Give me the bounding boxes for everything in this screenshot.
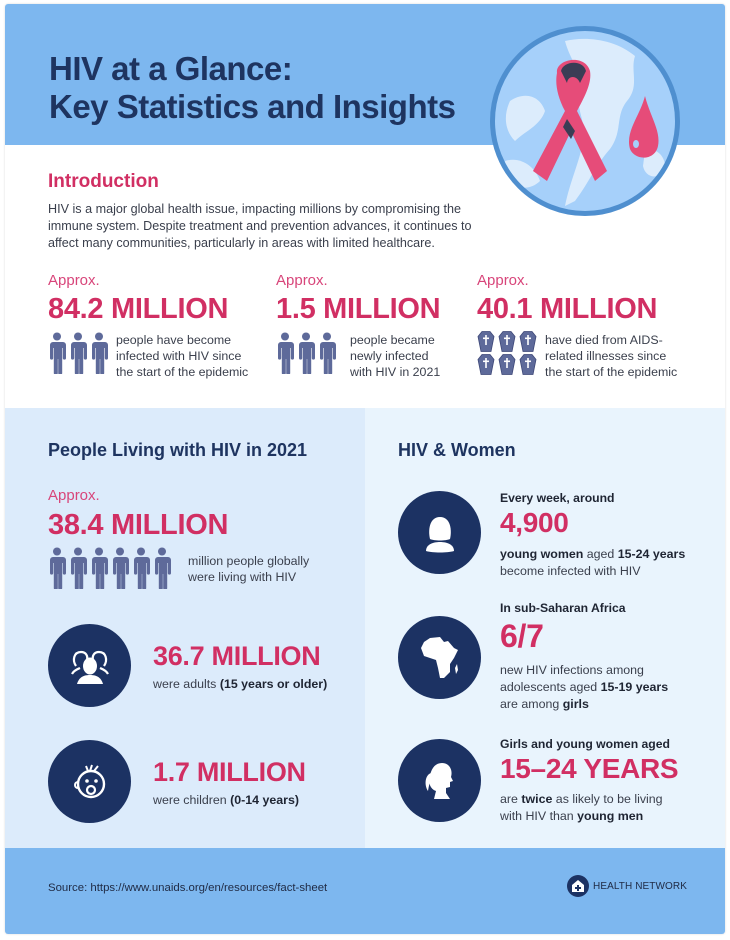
stat-value: 15–24 YEARS — [500, 753, 679, 784]
approx-label: Approx. — [48, 272, 100, 289]
stat-value: 4,900 — [500, 507, 569, 538]
approx-label: Approx. — [276, 272, 328, 289]
source-citation: Source: https://www.unaids.org/en/resour… — [48, 882, 328, 894]
stat-description: million people globally were living with… — [188, 554, 310, 584]
intro-heading: Introduction — [48, 171, 159, 192]
stat-description: have died from AIDS- related illnesses s… — [545, 333, 678, 379]
baby-face-icon — [48, 740, 131, 823]
people-icon — [276, 332, 336, 374]
stat-lead: Every week, around — [500, 491, 615, 505]
section-heading-women: HIV & Women — [398, 440, 516, 460]
stat-value: 84.2 MILLION — [48, 293, 229, 325]
section-heading-living: People Living with HIV in 2021 — [48, 440, 308, 460]
stat-lead: Girls and young women aged — [500, 737, 670, 751]
girl-profile-icon — [398, 739, 481, 822]
stat-value: 36.7 MILLION — [153, 641, 321, 671]
stat-description: new HIV infections among adolescents age… — [500, 663, 669, 711]
coffin-icon — [477, 331, 537, 375]
stat-description: were children (0-14 years) — [153, 793, 300, 807]
page-title: HIV at a Glance: Key Statistics and Insi… — [49, 50, 456, 126]
approx-label: Approx. — [477, 272, 529, 289]
stat-value: 6/7 — [500, 618, 544, 654]
title-line-2: Key Statistics and Insights — [49, 88, 456, 125]
brand-logo: HEALTH NETWORK — [567, 875, 687, 897]
globe-ribbon-icon — [490, 26, 680, 216]
stat-total-infected: Approx. 84.2 MILLION people have become … — [48, 272, 248, 380]
stat-value: 1.7 MILLION — [153, 757, 306, 787]
house-cross-icon — [567, 875, 589, 897]
africa-map-icon — [398, 616, 481, 699]
approx-label: Approx. — [48, 487, 100, 504]
stat-description: people have become infected with HIV sin… — [116, 333, 249, 379]
stat-lead: In sub-Saharan Africa — [500, 601, 626, 615]
stat-aids-deaths: Approx. 40.1 MILLION have died from AIDS… — [477, 272, 677, 380]
stat-description: are twice as likely to be living with HI… — [500, 792, 663, 823]
people-icon — [48, 332, 108, 374]
title-line-1: HIV at a Glance: — [49, 50, 293, 87]
stat-value: 38.4 MILLION — [48, 509, 229, 541]
intro-text: HIV is a major global health issue, impa… — [48, 202, 472, 250]
footer: Source: https://www.unaids.org/en/resour… — [5, 848, 725, 934]
stat-value: 40.1 MILLION — [477, 293, 658, 325]
brand-name: HEALTH NETWORK — [593, 880, 687, 892]
stat-new-infections: Approx. 1.5 MILLION people became newly … — [276, 272, 441, 380]
stat-description: people became newly infected with HIV in… — [350, 333, 441, 379]
woman-avatar-icon — [398, 491, 481, 574]
stat-description: young women aged 15-24 years become infe… — [500, 547, 686, 578]
adults-group-icon — [48, 624, 131, 707]
stat-value: 1.5 MILLION — [276, 293, 441, 325]
infographic: HIV at a Glance: Key Statistics and Insi… — [5, 4, 725, 934]
people-icon — [48, 547, 171, 589]
stat-description: were adults (15 years or older) — [153, 677, 328, 691]
